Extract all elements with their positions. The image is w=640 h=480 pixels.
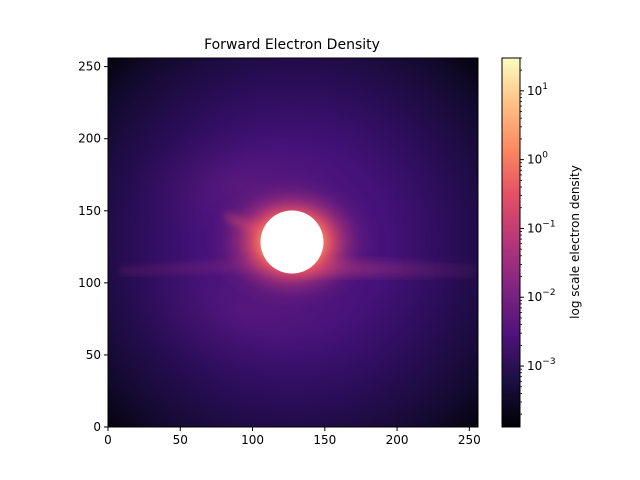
x-tick-label: 0 xyxy=(104,433,112,447)
colorbar-tick-exponent: −3 xyxy=(542,357,555,367)
y-tick-label: 150 xyxy=(78,204,101,218)
colorbar-tick-base: 10 xyxy=(527,290,542,304)
colorbar-tick-base: 10 xyxy=(527,84,542,98)
colorbar-tick-label: 101 xyxy=(527,82,548,98)
colorbar-tick-label: 10−2 xyxy=(527,288,556,304)
colorbar-tick-exponent: 1 xyxy=(542,82,548,92)
colorbar xyxy=(502,58,520,427)
colorbar-label: log scale electron density xyxy=(568,165,582,319)
colorbar-frame xyxy=(501,57,521,428)
plot-frame xyxy=(107,57,479,428)
y-tick-label: 250 xyxy=(78,60,101,74)
heatmap-image xyxy=(108,58,478,427)
colorbar-tick-base: 10 xyxy=(527,153,542,167)
colorbar-tick-label: 10−1 xyxy=(527,219,556,235)
colorbar-tick-label: 10−3 xyxy=(527,357,556,373)
x-tick-label: 100 xyxy=(241,433,264,447)
chart-title: Forward Electron Density xyxy=(204,37,380,53)
y-tick-label: 0 xyxy=(93,420,101,434)
colorbar-tick-exponent: −1 xyxy=(542,219,555,229)
colorbar-tick-exponent: −2 xyxy=(542,288,555,298)
colorbar-tick-label: 100 xyxy=(527,151,548,167)
y-tick-label: 200 xyxy=(78,132,101,146)
x-tick-label: 150 xyxy=(313,433,336,447)
x-axis: 0 50 100 150 200 250 xyxy=(104,427,481,447)
x-tick-label: 50 xyxy=(173,433,188,447)
colorbar-tick-exponent: 0 xyxy=(542,151,548,161)
x-tick-label: 250 xyxy=(458,433,481,447)
colorbar-tick-base: 10 xyxy=(527,221,542,235)
masked-disc xyxy=(260,210,324,274)
y-tick-label: 100 xyxy=(78,276,101,290)
y-tick-label: 50 xyxy=(86,348,101,362)
y-axis: 0 50 100 150 200 250 xyxy=(78,60,108,434)
colorbar-tick-base: 10 xyxy=(527,359,542,373)
x-tick-label: 200 xyxy=(386,433,409,447)
